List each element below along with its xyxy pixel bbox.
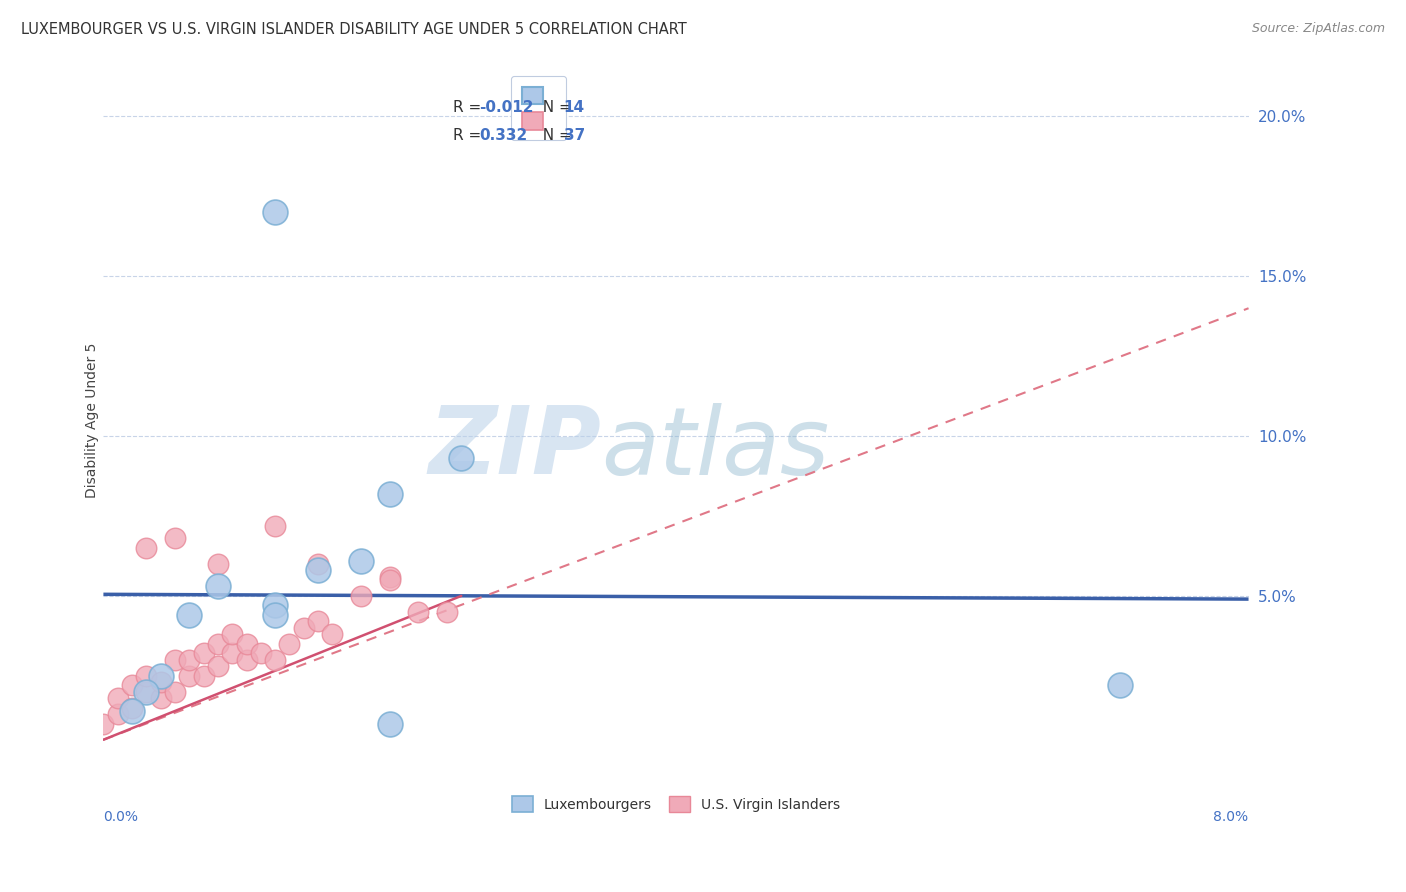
Point xyxy=(350,589,373,603)
Text: 37: 37 xyxy=(564,128,585,143)
Point xyxy=(135,685,157,699)
Text: ZIP: ZIP xyxy=(429,402,602,494)
Point xyxy=(179,608,201,623)
Point xyxy=(307,615,329,629)
Text: 0.0%: 0.0% xyxy=(104,810,138,824)
Point xyxy=(207,579,229,593)
Point xyxy=(93,716,115,731)
Text: N =: N = xyxy=(533,100,576,115)
Point xyxy=(163,685,186,699)
Point xyxy=(378,570,401,584)
Point xyxy=(221,627,243,641)
Point xyxy=(378,716,401,731)
Point xyxy=(207,637,229,651)
Point xyxy=(179,653,201,667)
Point xyxy=(107,707,129,722)
Point xyxy=(378,486,401,500)
Text: Source: ZipAtlas.com: Source: ZipAtlas.com xyxy=(1251,22,1385,36)
Y-axis label: Disability Age Under 5: Disability Age Under 5 xyxy=(86,343,100,498)
Point xyxy=(278,637,301,651)
Point xyxy=(149,675,172,690)
Point xyxy=(135,541,157,555)
Point xyxy=(408,605,430,619)
Point xyxy=(1108,678,1130,692)
Point xyxy=(121,700,143,714)
Point xyxy=(149,691,172,706)
Text: -0.012: -0.012 xyxy=(479,100,533,115)
Text: R =: R = xyxy=(453,100,486,115)
Text: R =: R = xyxy=(453,128,486,143)
Point xyxy=(307,563,329,577)
Point xyxy=(450,451,472,466)
Point xyxy=(193,669,215,683)
Point xyxy=(121,678,143,692)
Text: N =: N = xyxy=(533,128,576,143)
Point xyxy=(350,554,373,568)
Point xyxy=(292,621,315,635)
Text: 0.332: 0.332 xyxy=(479,128,527,143)
Point xyxy=(235,637,257,651)
Point xyxy=(264,653,287,667)
Point xyxy=(207,659,229,673)
Text: atlas: atlas xyxy=(602,403,830,494)
Point xyxy=(179,669,201,683)
Point xyxy=(107,691,129,706)
Text: LUXEMBOURGER VS U.S. VIRGIN ISLANDER DISABILITY AGE UNDER 5 CORRELATION CHART: LUXEMBOURGER VS U.S. VIRGIN ISLANDER DIS… xyxy=(21,22,688,37)
Point xyxy=(121,704,143,718)
Legend: Luxembourgers, U.S. Virgin Islanders: Luxembourgers, U.S. Virgin Islanders xyxy=(506,790,845,817)
Point xyxy=(264,599,287,613)
Point xyxy=(264,518,287,533)
Point xyxy=(321,627,343,641)
Point xyxy=(221,647,243,661)
Point xyxy=(264,608,287,623)
Text: 8.0%: 8.0% xyxy=(1213,810,1249,824)
Text: 14: 14 xyxy=(564,100,585,115)
Point xyxy=(307,557,329,571)
Point xyxy=(207,557,229,571)
Point xyxy=(149,669,172,683)
Point xyxy=(135,685,157,699)
Point xyxy=(378,573,401,587)
Point xyxy=(250,647,273,661)
Point xyxy=(135,669,157,683)
Point xyxy=(163,532,186,546)
Point xyxy=(193,647,215,661)
Point xyxy=(163,653,186,667)
Point xyxy=(235,653,257,667)
Point xyxy=(436,605,458,619)
Point xyxy=(264,205,287,219)
